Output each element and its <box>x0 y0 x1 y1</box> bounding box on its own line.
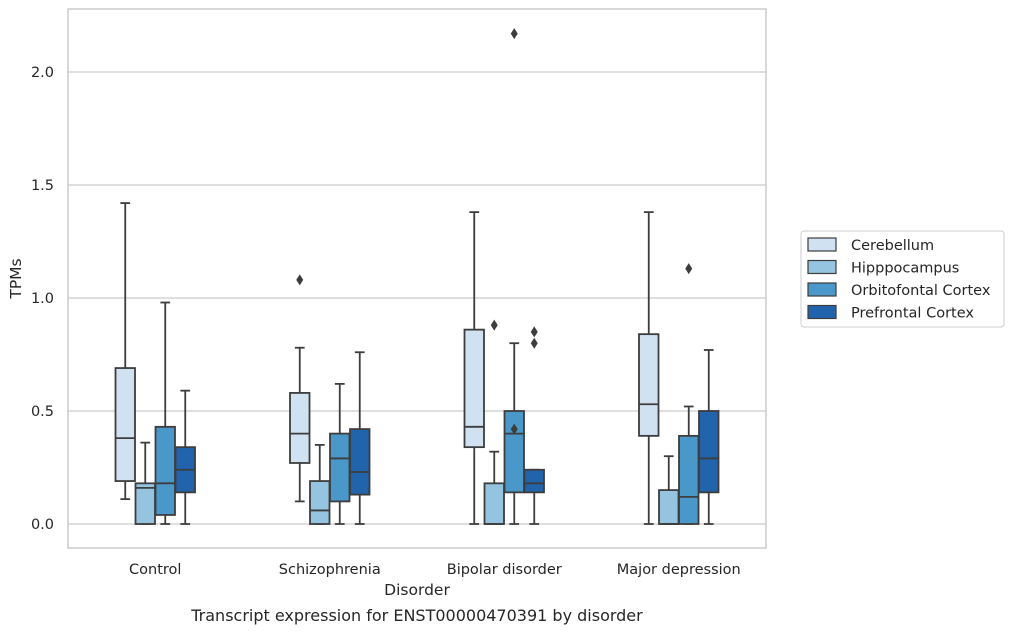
box <box>154 425 176 516</box>
legend-label: Cerebellum <box>851 238 934 254</box>
x-tick-label: Bipolar disorder <box>447 562 562 578</box>
legend-swatch <box>807 237 837 252</box>
figure-caption: Transcript expression for ENST0000047039… <box>191 606 643 625</box>
box <box>309 480 331 525</box>
outlier-point <box>530 337 538 349</box>
box <box>134 482 156 525</box>
outlier-point <box>490 319 498 331</box>
x-tick-label: Schizophrenia <box>279 562 381 578</box>
outlier-point <box>510 423 518 435</box>
y-tick-label: 1.0 <box>31 291 54 307</box>
legend-label: Prefrontal Cortex <box>851 306 974 322</box>
box <box>349 428 371 496</box>
box <box>523 468 545 494</box>
box <box>289 392 311 464</box>
plot-frame <box>67 8 767 549</box>
box <box>114 367 136 482</box>
box <box>329 432 351 503</box>
box <box>483 482 505 525</box>
legend-frame <box>800 230 1005 328</box>
y-tick-label: 1.5 <box>31 178 54 194</box>
outlier-point <box>510 28 518 40</box>
legend-swatch <box>807 282 837 297</box>
legend-label: Hipppocampus <box>851 261 959 277</box>
legend-label: Orbitofontal Cortex <box>851 283 991 299</box>
box <box>463 328 485 449</box>
box <box>678 434 700 525</box>
outlier-point <box>530 326 538 338</box>
box <box>698 410 720 494</box>
legend-swatch <box>807 259 837 275</box>
x-axis-label: Disorder <box>384 581 450 599</box>
outlier-point <box>296 274 304 286</box>
y-tick-label: 2.0 <box>31 65 54 81</box>
x-tick-label: Control <box>129 562 181 578</box>
box <box>658 489 680 525</box>
box <box>503 410 525 494</box>
y-axis-label: TPMs <box>7 258 25 299</box>
y-tick-label: 0.0 <box>31 517 54 533</box>
box <box>638 333 660 437</box>
legend-swatch <box>807 304 837 320</box>
outlier-point <box>685 263 693 275</box>
x-tick-label: Major depression <box>617 562 741 578</box>
y-tick-label: 0.5 <box>31 404 54 420</box>
